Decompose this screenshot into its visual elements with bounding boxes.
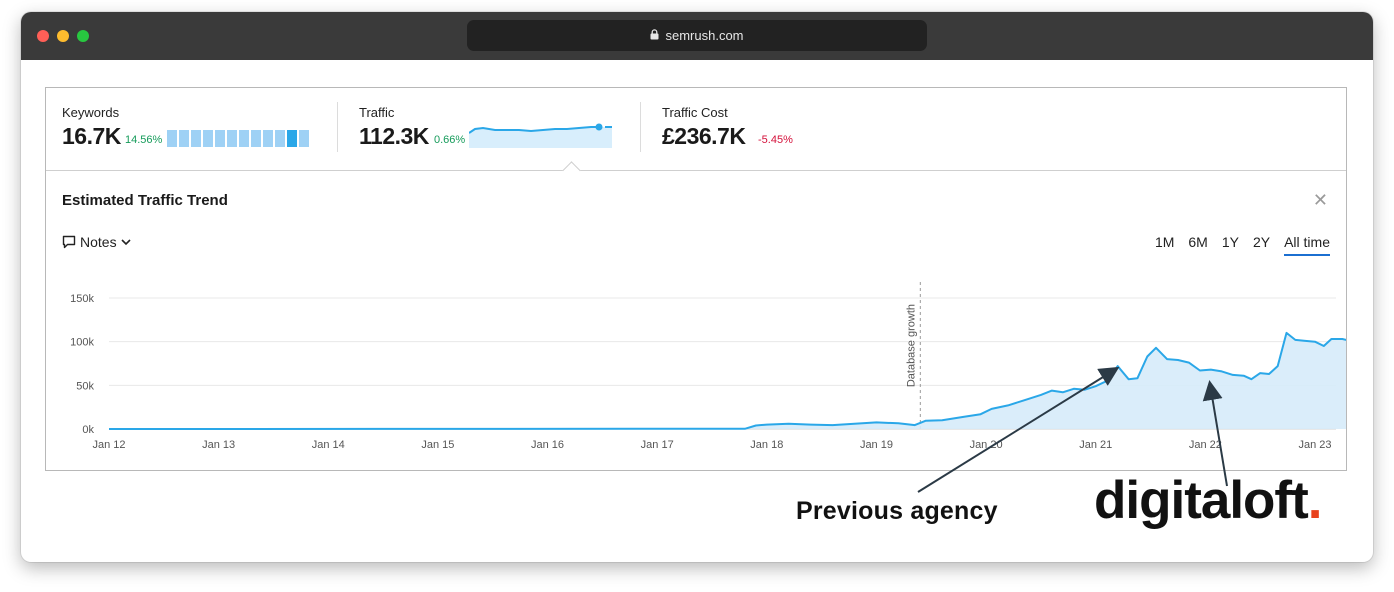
x-tick-label: Jan 17	[641, 439, 674, 451]
title-bar: semrush.com	[21, 12, 1373, 60]
notes-dropdown[interactable]: Notes	[62, 234, 131, 250]
x-tick-label: Jan 13	[202, 439, 235, 451]
x-tick-label: Jan 21	[1079, 439, 1112, 451]
range-1y[interactable]: 1Y	[1221, 234, 1239, 250]
keywords-bar	[203, 130, 213, 147]
database-growth-label: Database growth	[905, 304, 917, 387]
range-1m[interactable]: 1M	[1154, 234, 1175, 250]
range-selector: 1M 6M 1Y 2Y All time	[1155, 234, 1330, 256]
keywords-bar-current	[287, 130, 297, 147]
traffic-cost-label: Traffic Cost	[662, 105, 728, 120]
digitaloft-arrow	[1202, 380, 1228, 487]
keywords-bar	[275, 130, 285, 147]
logo-text: digitaloft	[1094, 471, 1309, 530]
minimize-window-button[interactable]	[57, 30, 69, 42]
chevron-down-icon	[121, 239, 131, 246]
previous-agency-arrow	[917, 366, 1120, 493]
panel-title: Estimated Traffic Trend	[62, 192, 228, 209]
range-6m[interactable]: 6M	[1188, 234, 1208, 250]
traffic-trend-chart[interactable]: 150k 100k 50k 0k Jan 12 Jan 13 Jan 14 Jan 15 Jan…	[46, 273, 1346, 463]
annotation-arrows	[917, 366, 1228, 493]
traffic-line	[108, 331, 1346, 430]
keywords-label: Keywords	[62, 105, 120, 120]
keywords-bar	[179, 130, 189, 147]
keywords-bar	[251, 130, 261, 147]
close-icon[interactable]: ✕	[1312, 190, 1328, 210]
traffic-metric[interactable]: Traffic 112.3K 0.66%	[359, 88, 619, 170]
x-tick-label: Jan 14	[312, 439, 345, 451]
traffic-label: Traffic	[359, 105, 395, 120]
previous-agency-label: Previous agency	[796, 497, 998, 525]
y-tick-label: 50k	[76, 380, 94, 392]
x-tick-label: Jan 18	[750, 439, 783, 451]
keywords-value: 16.7K	[62, 123, 121, 149]
x-tick-label: Jan 22	[1189, 439, 1222, 451]
notes-label: Notes	[80, 234, 117, 250]
keywords-bar	[227, 130, 237, 147]
keywords-bar	[239, 130, 249, 147]
url-text: semrush.com	[665, 28, 744, 43]
y-tick-label: 0k	[82, 424, 94, 436]
range-all-time[interactable]: All time	[1284, 234, 1330, 256]
keywords-bar	[263, 130, 273, 147]
keywords-delta: 14.56%	[125, 134, 163, 146]
zoom-window-button[interactable]	[77, 30, 89, 42]
lock-icon	[650, 28, 659, 43]
x-tick-label: Jan 15	[421, 439, 454, 451]
traffic-cost-delta: -5.45%	[758, 134, 793, 146]
digitaloft-logo: digitaloft.	[1094, 471, 1323, 530]
traffic-widget: Keywords 16.7K 14.56% Traffic 112	[45, 87, 1347, 471]
x-tick-label: Jan 16	[531, 439, 564, 451]
keywords-bar	[167, 130, 177, 147]
traffic-cost-metric[interactable]: Traffic Cost £236.7K -5.45%	[662, 88, 922, 170]
keywords-bar	[299, 130, 309, 147]
x-tick-label: Jan 19	[860, 439, 893, 451]
address-bar[interactable]: semrush.com	[467, 20, 927, 51]
range-2y[interactable]: 2Y	[1252, 234, 1271, 250]
close-window-button[interactable]	[37, 30, 49, 42]
metric-divider	[640, 102, 641, 152]
keywords-metric[interactable]: Keywords 16.7K 14.56%	[62, 88, 322, 170]
traffic-sparkline	[469, 123, 612, 148]
x-tick-label: Jan 23	[1298, 439, 1331, 451]
x-tick-label: Jan 20	[970, 439, 1003, 451]
browser-window: semrush.com Keywords 16.7K 14.56%	[21, 12, 1373, 562]
traffic-cost-value: £236.7K	[662, 123, 746, 149]
y-tick-label: 100k	[70, 337, 94, 349]
panel-separator	[46, 170, 1346, 171]
logo-dot: .	[1307, 471, 1323, 530]
metric-divider	[337, 102, 338, 152]
x-tick-label: Jan 12	[92, 439, 125, 451]
traffic-delta: 0.66%	[434, 134, 466, 146]
keywords-bar	[215, 130, 225, 147]
traffic-value: 112.3K	[359, 123, 429, 149]
y-tick-label: 150k	[70, 293, 94, 305]
traffic-area	[109, 332, 1346, 429]
comment-icon	[62, 235, 76, 249]
keywords-bar	[191, 130, 201, 147]
